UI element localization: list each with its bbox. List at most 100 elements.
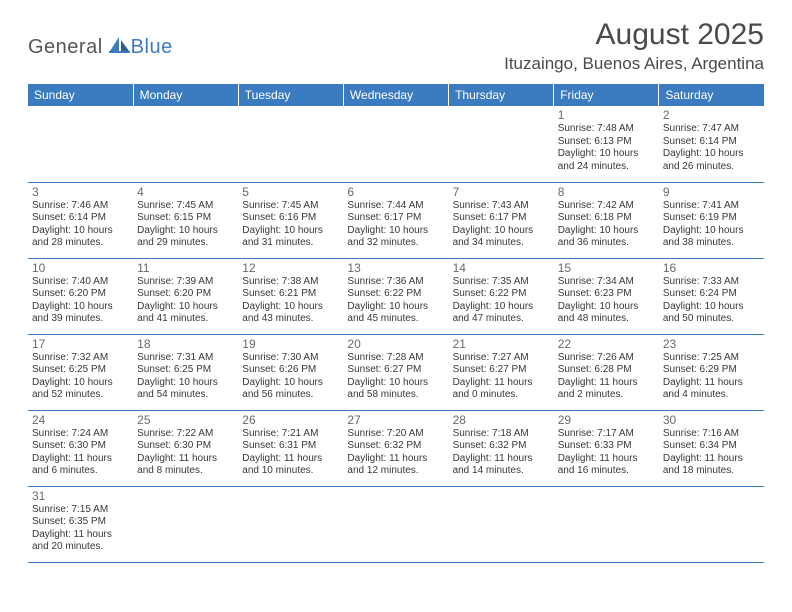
sunrise-line: Sunrise: 7:42 AM <box>558 200 655 213</box>
location-subtitle: Ituzaingo, Buenos Aires, Argentina <box>504 54 764 74</box>
daylight-line: Daylight: 11 hours <box>32 453 129 466</box>
daylight-line: and 45 minutes. <box>347 313 444 326</box>
sunset-line: Sunset: 6:17 PM <box>347 212 444 225</box>
day-number: 18 <box>137 337 234 351</box>
daylight-line: and 28 minutes. <box>32 237 129 250</box>
sunrise-line: Sunrise: 7:48 AM <box>558 123 655 136</box>
day-number: 25 <box>137 413 234 427</box>
logo-word-general: General <box>28 36 103 59</box>
sunset-line: Sunset: 6:14 PM <box>32 212 129 225</box>
calendar-day-cell: 12Sunrise: 7:38 AMSunset: 6:21 PMDayligh… <box>238 258 343 334</box>
daylight-line: Daylight: 10 hours <box>137 225 234 238</box>
day-number: 17 <box>32 337 129 351</box>
daylight-line: and 56 minutes. <box>242 389 339 402</box>
weekday-header: Sunday <box>28 84 133 106</box>
month-title: August 2025 <box>504 18 764 52</box>
daylight-line: and 58 minutes. <box>347 389 444 402</box>
sunset-line: Sunset: 6:32 PM <box>453 440 550 453</box>
calendar-day-cell: 4Sunrise: 7:45 AMSunset: 6:15 PMDaylight… <box>133 182 238 258</box>
sunset-line: Sunset: 6:16 PM <box>242 212 339 225</box>
day-number: 15 <box>558 261 655 275</box>
daylight-line: Daylight: 10 hours <box>32 301 129 314</box>
daylight-line: and 39 minutes. <box>32 313 129 326</box>
day-number: 1 <box>558 108 655 122</box>
calendar-week-row: 3Sunrise: 7:46 AMSunset: 6:14 PMDaylight… <box>28 182 764 258</box>
calendar-day-cell: 22Sunrise: 7:26 AMSunset: 6:28 PMDayligh… <box>554 334 659 410</box>
daylight-line: Daylight: 11 hours <box>663 377 760 390</box>
sunset-line: Sunset: 6:14 PM <box>663 136 760 149</box>
daylight-line: and 4 minutes. <box>663 389 760 402</box>
calendar-empty-cell <box>554 486 659 562</box>
day-number: 20 <box>347 337 444 351</box>
brand-logo: General Blue <box>28 18 173 59</box>
sunset-line: Sunset: 6:21 PM <box>242 288 339 301</box>
calendar-table: SundayMondayTuesdayWednesdayThursdayFrid… <box>28 84 764 563</box>
sunrise-line: Sunrise: 7:43 AM <box>453 200 550 213</box>
calendar-empty-cell <box>343 486 448 562</box>
sunrise-line: Sunrise: 7:45 AM <box>242 200 339 213</box>
daylight-line: Daylight: 10 hours <box>242 225 339 238</box>
daylight-line: Daylight: 10 hours <box>347 225 444 238</box>
sunrise-line: Sunrise: 7:18 AM <box>453 428 550 441</box>
day-number: 22 <box>558 337 655 351</box>
sunrise-line: Sunrise: 7:28 AM <box>347 352 444 365</box>
calendar-day-cell: 29Sunrise: 7:17 AMSunset: 6:33 PMDayligh… <box>554 410 659 486</box>
day-number: 29 <box>558 413 655 427</box>
sunset-line: Sunset: 6:29 PM <box>663 364 760 377</box>
calendar-day-cell: 25Sunrise: 7:22 AMSunset: 6:30 PMDayligh… <box>133 410 238 486</box>
daylight-line: Daylight: 10 hours <box>558 301 655 314</box>
day-number: 24 <box>32 413 129 427</box>
day-number: 3 <box>32 185 129 199</box>
sunrise-line: Sunrise: 7:36 AM <box>347 276 444 289</box>
daylight-line: and 31 minutes. <box>242 237 339 250</box>
page-header: General Blue August 2025 Ituzaingo, Buen… <box>28 18 764 74</box>
day-number: 8 <box>558 185 655 199</box>
calendar-day-cell: 20Sunrise: 7:28 AMSunset: 6:27 PMDayligh… <box>343 334 448 410</box>
daylight-line: and 43 minutes. <box>242 313 339 326</box>
sunset-line: Sunset: 6:28 PM <box>558 364 655 377</box>
calendar-day-cell: 1Sunrise: 7:48 AMSunset: 6:13 PMDaylight… <box>554 106 659 182</box>
day-number: 27 <box>347 413 444 427</box>
logo-word-blue: Blue <box>131 36 173 59</box>
sunrise-line: Sunrise: 7:34 AM <box>558 276 655 289</box>
daylight-line: and 8 minutes. <box>137 465 234 478</box>
sunset-line: Sunset: 6:20 PM <box>137 288 234 301</box>
calendar-day-cell: 27Sunrise: 7:20 AMSunset: 6:32 PMDayligh… <box>343 410 448 486</box>
calendar-day-cell: 15Sunrise: 7:34 AMSunset: 6:23 PMDayligh… <box>554 258 659 334</box>
day-number: 11 <box>137 261 234 275</box>
daylight-line: and 14 minutes. <box>453 465 550 478</box>
day-number: 4 <box>137 185 234 199</box>
weekday-header: Thursday <box>449 84 554 106</box>
sunrise-line: Sunrise: 7:21 AM <box>242 428 339 441</box>
daylight-line: Daylight: 10 hours <box>32 377 129 390</box>
calendar-day-cell: 13Sunrise: 7:36 AMSunset: 6:22 PMDayligh… <box>343 258 448 334</box>
daylight-line: Daylight: 10 hours <box>242 301 339 314</box>
sunrise-line: Sunrise: 7:26 AM <box>558 352 655 365</box>
calendar-day-cell: 16Sunrise: 7:33 AMSunset: 6:24 PMDayligh… <box>659 258 764 334</box>
daylight-line: and 10 minutes. <box>242 465 339 478</box>
day-number: 16 <box>663 261 760 275</box>
daylight-line: Daylight: 11 hours <box>453 377 550 390</box>
calendar-day-cell: 7Sunrise: 7:43 AMSunset: 6:17 PMDaylight… <box>449 182 554 258</box>
sunrise-line: Sunrise: 7:27 AM <box>453 352 550 365</box>
calendar-day-cell: 3Sunrise: 7:46 AMSunset: 6:14 PMDaylight… <box>28 182 133 258</box>
sunrise-line: Sunrise: 7:25 AM <box>663 352 760 365</box>
sunset-line: Sunset: 6:27 PM <box>347 364 444 377</box>
calendar-day-cell: 6Sunrise: 7:44 AMSunset: 6:17 PMDaylight… <box>343 182 448 258</box>
sunrise-line: Sunrise: 7:39 AM <box>137 276 234 289</box>
sunset-line: Sunset: 6:26 PM <box>242 364 339 377</box>
calendar-empty-cell <box>133 106 238 182</box>
daylight-line: Daylight: 11 hours <box>663 453 760 466</box>
weekday-header: Wednesday <box>343 84 448 106</box>
daylight-line: Daylight: 10 hours <box>558 148 655 161</box>
sunrise-line: Sunrise: 7:44 AM <box>347 200 444 213</box>
daylight-line: Daylight: 10 hours <box>347 301 444 314</box>
day-number: 7 <box>453 185 550 199</box>
sunrise-line: Sunrise: 7:16 AM <box>663 428 760 441</box>
daylight-line: and 34 minutes. <box>453 237 550 250</box>
daylight-line: and 52 minutes. <box>32 389 129 402</box>
sunset-line: Sunset: 6:34 PM <box>663 440 760 453</box>
calendar-day-cell: 24Sunrise: 7:24 AMSunset: 6:30 PMDayligh… <box>28 410 133 486</box>
daylight-line: Daylight: 10 hours <box>137 301 234 314</box>
title-block: August 2025 Ituzaingo, Buenos Aires, Arg… <box>504 18 764 74</box>
